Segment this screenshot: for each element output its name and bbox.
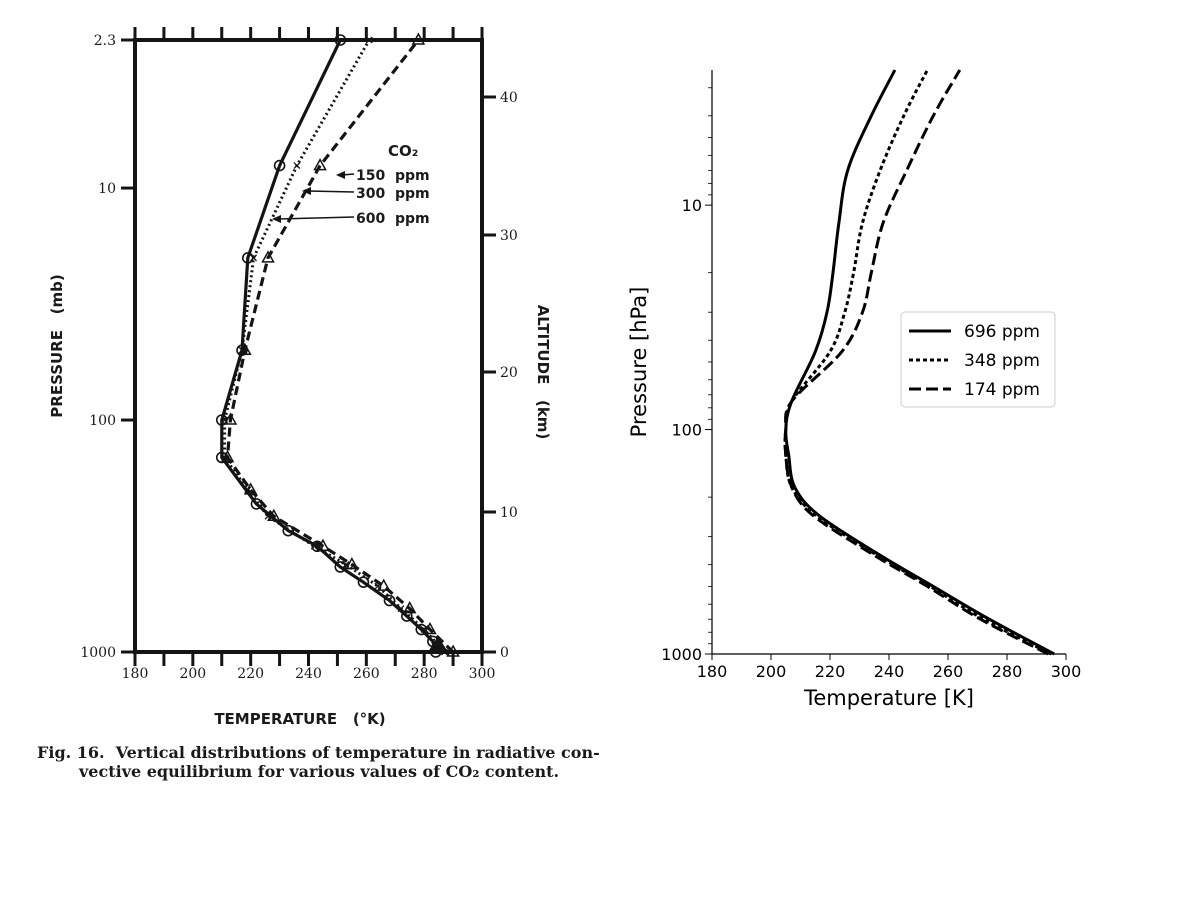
left-series-lines <box>220 39 455 654</box>
left-marker-circle <box>415 623 428 636</box>
right-legend-label: 696 ppm <box>964 322 1040 342</box>
right-y-axis-label: Pressure [hPa] <box>627 287 651 438</box>
left-annotation-label: 600 ppm <box>356 211 430 227</box>
left-x-tick-label: 300 <box>469 666 496 682</box>
left-marker-triangle <box>316 538 330 551</box>
left-marker-triangle <box>345 557 359 570</box>
left-y2-tick-label: 40 <box>500 90 518 106</box>
left-annotation-arrow <box>307 190 355 193</box>
left-marker-triangle <box>423 621 437 635</box>
left-legend-title: CO₂ <box>388 142 418 160</box>
left-caption-text1: Vertical distributions of temperature in… <box>115 743 600 762</box>
left-annotation-label: 150 ppm <box>356 168 430 184</box>
left-marker-circle <box>311 540 323 553</box>
right-x-ticks: 180 200 220 240 260 280 300 <box>697 654 1082 681</box>
left-y-ticks: 2.3 10 100 1000 <box>80 33 135 661</box>
left-marker-x <box>397 605 405 613</box>
left-y2-tick-label: 0 <box>500 645 509 661</box>
left-y2-tick-label: 30 <box>500 228 518 244</box>
left-marker-circle <box>241 252 254 264</box>
left-marker-triangle <box>411 32 426 45</box>
left-marker-circle <box>357 576 370 588</box>
left-y2-ticks: 0 10 20 30 40 <box>482 90 518 661</box>
left-marker-circle <box>401 610 413 622</box>
left-series-line <box>220 39 438 653</box>
left-x-tick-label: 220 <box>237 666 264 682</box>
left-annotation-arrowhead <box>272 215 281 223</box>
left-annotation-arrow <box>277 216 355 220</box>
left-y2-axis-label: ALTITUDE (km) <box>534 305 552 440</box>
left-annotation-label: 300 ppm <box>356 186 430 202</box>
left-y-axis-label: PRESSURE (mb) <box>48 274 66 417</box>
right-x-tick-label: 200 <box>756 662 787 681</box>
right-y-ticks: 10 100 1000 <box>661 87 712 664</box>
left-y2-tick-label: 10 <box>500 505 518 521</box>
right-chart: 180 200 220 240 260 280 300 10 100 1000 696 ppm 3… <box>627 69 1082 710</box>
left-y-tick-label: 100 <box>89 413 116 429</box>
left-legend-annotations: 150 ppm 300 ppm 600 ppm <box>272 168 430 227</box>
left-x-axis-label: TEMPERATURE (°K) <box>214 710 385 728</box>
right-x-tick-label: 180 <box>697 662 728 681</box>
left-marker-circle <box>215 414 228 426</box>
left-x-tick-label: 180 <box>122 666 149 682</box>
left-marker-x <box>365 36 373 44</box>
left-x-tick-label: 200 <box>179 666 206 682</box>
left-marker-x <box>244 486 252 494</box>
right-y-tick-label: 100 <box>671 421 702 440</box>
left-marker-x <box>264 512 272 520</box>
right-legend-label: 174 ppm <box>964 380 1040 400</box>
right-legend-label: 348 ppm <box>964 351 1040 371</box>
left-marker-circle <box>215 451 228 464</box>
right-x-tick-label: 300 <box>1051 662 1082 681</box>
left-marker-triangle <box>376 578 391 591</box>
left-marker-triangle <box>261 250 275 263</box>
left-marker-circle <box>282 524 295 537</box>
left-series-markers <box>215 32 460 658</box>
left-annotation-arrowhead <box>302 187 311 195</box>
left-marker-circle <box>250 498 263 510</box>
left-x-ticks: 180 200 220 240 260 280 300 <box>122 27 496 682</box>
left-annotation-arrowhead <box>336 171 345 179</box>
right-x-tick-label: 260 <box>933 662 964 681</box>
left-marker-circle <box>334 561 347 573</box>
left-x-tick-label: 240 <box>295 666 322 682</box>
right-legend: 696 ppm 348 ppm 174 ppm <box>900 311 1056 408</box>
left-marker-triangle <box>223 412 238 425</box>
left-x-tick-label: 280 <box>411 666 438 682</box>
right-legend-box <box>900 311 1056 408</box>
right-x-tick-label: 280 <box>992 662 1023 681</box>
left-caption-line2: vective equilibrium for various values o… <box>78 762 559 781</box>
right-x-axis-label: Temperature [K] <box>803 686 974 710</box>
left-chart-scanned: 180 200 220 240 260 280 300 2.3 10 100 1000 0 10 20… <box>37 27 600 781</box>
right-x-tick-label: 220 <box>815 662 846 681</box>
left-y2-tick-label: 20 <box>500 365 518 381</box>
right-series-lines <box>783 69 1055 656</box>
left-marker-triangle <box>313 158 327 171</box>
left-marker-circle <box>383 594 396 607</box>
left-caption-line1: Fig. 16. Vertical distributions of tempe… <box>37 743 600 762</box>
left-marker-circle <box>334 34 347 46</box>
left-series-line <box>225 39 455 654</box>
left-marker-x <box>293 162 301 170</box>
left-marker-triangle <box>446 644 460 657</box>
right-series-line <box>783 69 1052 656</box>
left-y-tick-label: 2.3 <box>94 33 116 49</box>
left-marker-cluster <box>428 636 448 652</box>
right-x-tick-label: 240 <box>874 662 905 681</box>
left-marker-triangle <box>267 508 281 522</box>
left-marker-x <box>374 582 382 590</box>
left-x-tick-label: 260 <box>353 666 380 682</box>
left-marker-circle <box>236 344 248 357</box>
left-plot-frame <box>133 38 484 654</box>
right-series-line <box>784 69 1055 656</box>
right-y-tick-label: 10 <box>682 196 702 215</box>
right-y-tick-label: 1000 <box>661 645 702 664</box>
left-caption-prefix: Fig. 16. <box>37 743 105 762</box>
left-marker-x <box>238 346 246 354</box>
left-y-tick-label: 1000 <box>80 645 116 661</box>
left-y-tick-label: 10 <box>98 181 116 197</box>
left-marker-circle <box>273 159 286 172</box>
